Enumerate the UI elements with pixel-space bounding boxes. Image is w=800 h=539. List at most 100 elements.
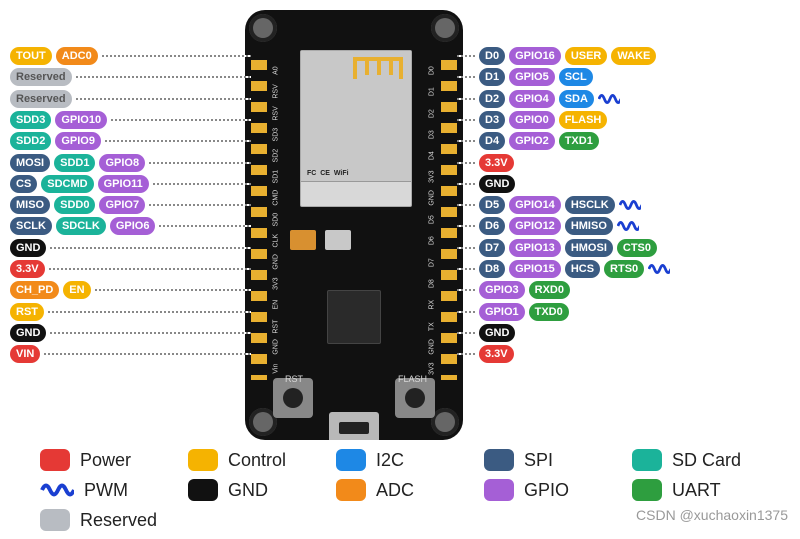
pin-tag-spi: D2: [479, 90, 505, 108]
pin-row-right: GPIO3RXD0: [457, 281, 790, 299]
pin-tag-control: RST: [10, 303, 44, 321]
legend-item: UART: [632, 479, 752, 501]
pin-row-left: 3.3V: [10, 260, 251, 278]
legend-label: SD Card: [672, 450, 741, 471]
pin-tag-spi: D6: [479, 217, 505, 235]
pin-row-right: D4GPIO2TXD1: [457, 132, 790, 150]
pin-row-right: D5GPIO14HSCLK: [457, 196, 790, 214]
trace-line: [95, 289, 251, 291]
legend-swatch: [632, 479, 662, 501]
pin-tag-uart: RXD0: [529, 281, 570, 299]
pin-row-right: D1GPIO5SCL: [457, 68, 790, 86]
legend-label: Reserved: [80, 510, 157, 531]
pin-tag-gpio: GPIO16: [509, 47, 561, 65]
pin-tag-spi: D8: [479, 260, 505, 278]
pin-row-left: CH_PDEN: [10, 281, 251, 299]
pin-tag-spi: HSCLK: [565, 196, 615, 214]
legend-item: Power: [40, 449, 160, 471]
trace-line: [76, 76, 251, 78]
pin-tag-adc: CH_PD: [10, 281, 59, 299]
capacitor-icon: [290, 230, 316, 250]
pin-tag-gpio: GPIO2: [509, 132, 555, 150]
pcb-antenna-icon: [353, 57, 403, 87]
flash-button[interactable]: [395, 378, 435, 418]
legend-label: GPIO: [524, 480, 569, 501]
pwm-wave-icon: [598, 90, 620, 108]
pin-tag-sdcard: SDCLK: [56, 217, 106, 235]
pin-tag-gpio: GPIO11: [98, 175, 149, 193]
pin-tag-gpio: GPIO0: [509, 111, 555, 129]
pin-tag-power: 3.3V: [479, 154, 514, 172]
trace-line: [153, 183, 251, 185]
pin-tag-gpio: GPIO12: [509, 217, 561, 235]
legend-swatch: [188, 449, 218, 471]
pin-tag-gpio: GPIO7: [99, 196, 145, 214]
legend-item: GND: [188, 479, 308, 501]
legend-item: GPIO: [484, 479, 604, 501]
pin-tag-power: 3.3V: [479, 345, 514, 363]
pin-tag-spi: D4: [479, 132, 505, 150]
rf-shield: FC CE WiFi: [301, 51, 411, 182]
trace-line: [76, 98, 251, 100]
pin-tag-gnd: GND: [10, 239, 46, 257]
trace-line: [457, 55, 475, 57]
pin-tag-spi: SCLK: [10, 217, 52, 235]
mount-hole: [431, 408, 459, 436]
trace-line: [457, 162, 475, 164]
pin-tag-reserved: Reserved: [10, 90, 72, 108]
pin-row-right: D3GPIO0FLASH: [457, 111, 790, 129]
legend-item: ADC: [336, 479, 456, 501]
pin-row-right: GND: [457, 175, 790, 193]
pin-row-right: 3.3V: [457, 154, 790, 172]
legend-item: Control: [188, 449, 308, 471]
pin-row-left: SDD3GPIO10: [10, 111, 251, 129]
pin-tag-spi: D3: [479, 111, 505, 129]
pin-tag-power: 3.3V: [10, 260, 45, 278]
pin-row-right: D6GPIO12HMISO: [457, 217, 790, 235]
trace-line: [105, 140, 251, 142]
pwm-wave-icon: [619, 196, 641, 214]
legend-swatch: [336, 449, 366, 471]
pin-tag-gpio: GPIO14: [509, 196, 561, 214]
module-marking: FC CE WiFi: [305, 168, 351, 179]
pin-tag-gnd: GND: [479, 175, 515, 193]
pin-row-left: Reserved: [10, 68, 251, 86]
pin-row-left: GND: [10, 239, 251, 257]
trace-line: [457, 76, 475, 78]
watermark: CSDN @xuchaoxin1375: [636, 507, 788, 523]
legend-label: Control: [228, 450, 286, 471]
pin-row-right: D7GPIO13HMOSICTS0: [457, 239, 790, 257]
legend-item: SPI: [484, 449, 604, 471]
mount-hole: [249, 14, 277, 42]
pin-tag-control: FLASH: [559, 111, 608, 129]
trace-line: [111, 119, 251, 121]
pin-row-right: GND: [457, 324, 790, 342]
trace-line: [457, 332, 475, 334]
legend-item: Reserved: [40, 509, 160, 531]
pwm-wave-icon: [617, 217, 639, 235]
trace-line: [457, 183, 475, 185]
trace-line: [102, 55, 251, 57]
pin-row-left: RST: [10, 303, 251, 321]
pin-tag-control: USER: [565, 47, 608, 65]
pin-row-left: Reserved: [10, 90, 251, 108]
legend-label: GND: [228, 480, 268, 501]
pin-tag-i2c: SDA: [559, 90, 594, 108]
pin-header-right: [441, 60, 457, 380]
trace-line: [149, 162, 251, 164]
legend-swatch: [188, 479, 218, 501]
micro-usb-port[interactable]: [329, 412, 379, 440]
legend-label: Power: [80, 450, 131, 471]
trace-line: [457, 311, 475, 313]
legend-swatch: [484, 479, 514, 501]
legend-swatch: [40, 509, 70, 531]
reset-button[interactable]: [273, 378, 313, 418]
pin-tag-spi: HMISO: [565, 217, 613, 235]
pin-tag-control: WAKE: [611, 47, 656, 65]
legend-label: I2C: [376, 450, 404, 471]
pin-row-right: D2GPIO4SDA: [457, 90, 790, 108]
pin-tag-gpio: GPIO3: [479, 281, 525, 299]
legend-label: ADC: [376, 480, 414, 501]
pin-tag-gpio: GPIO9: [55, 132, 101, 150]
pin-tag-spi: D0: [479, 47, 505, 65]
